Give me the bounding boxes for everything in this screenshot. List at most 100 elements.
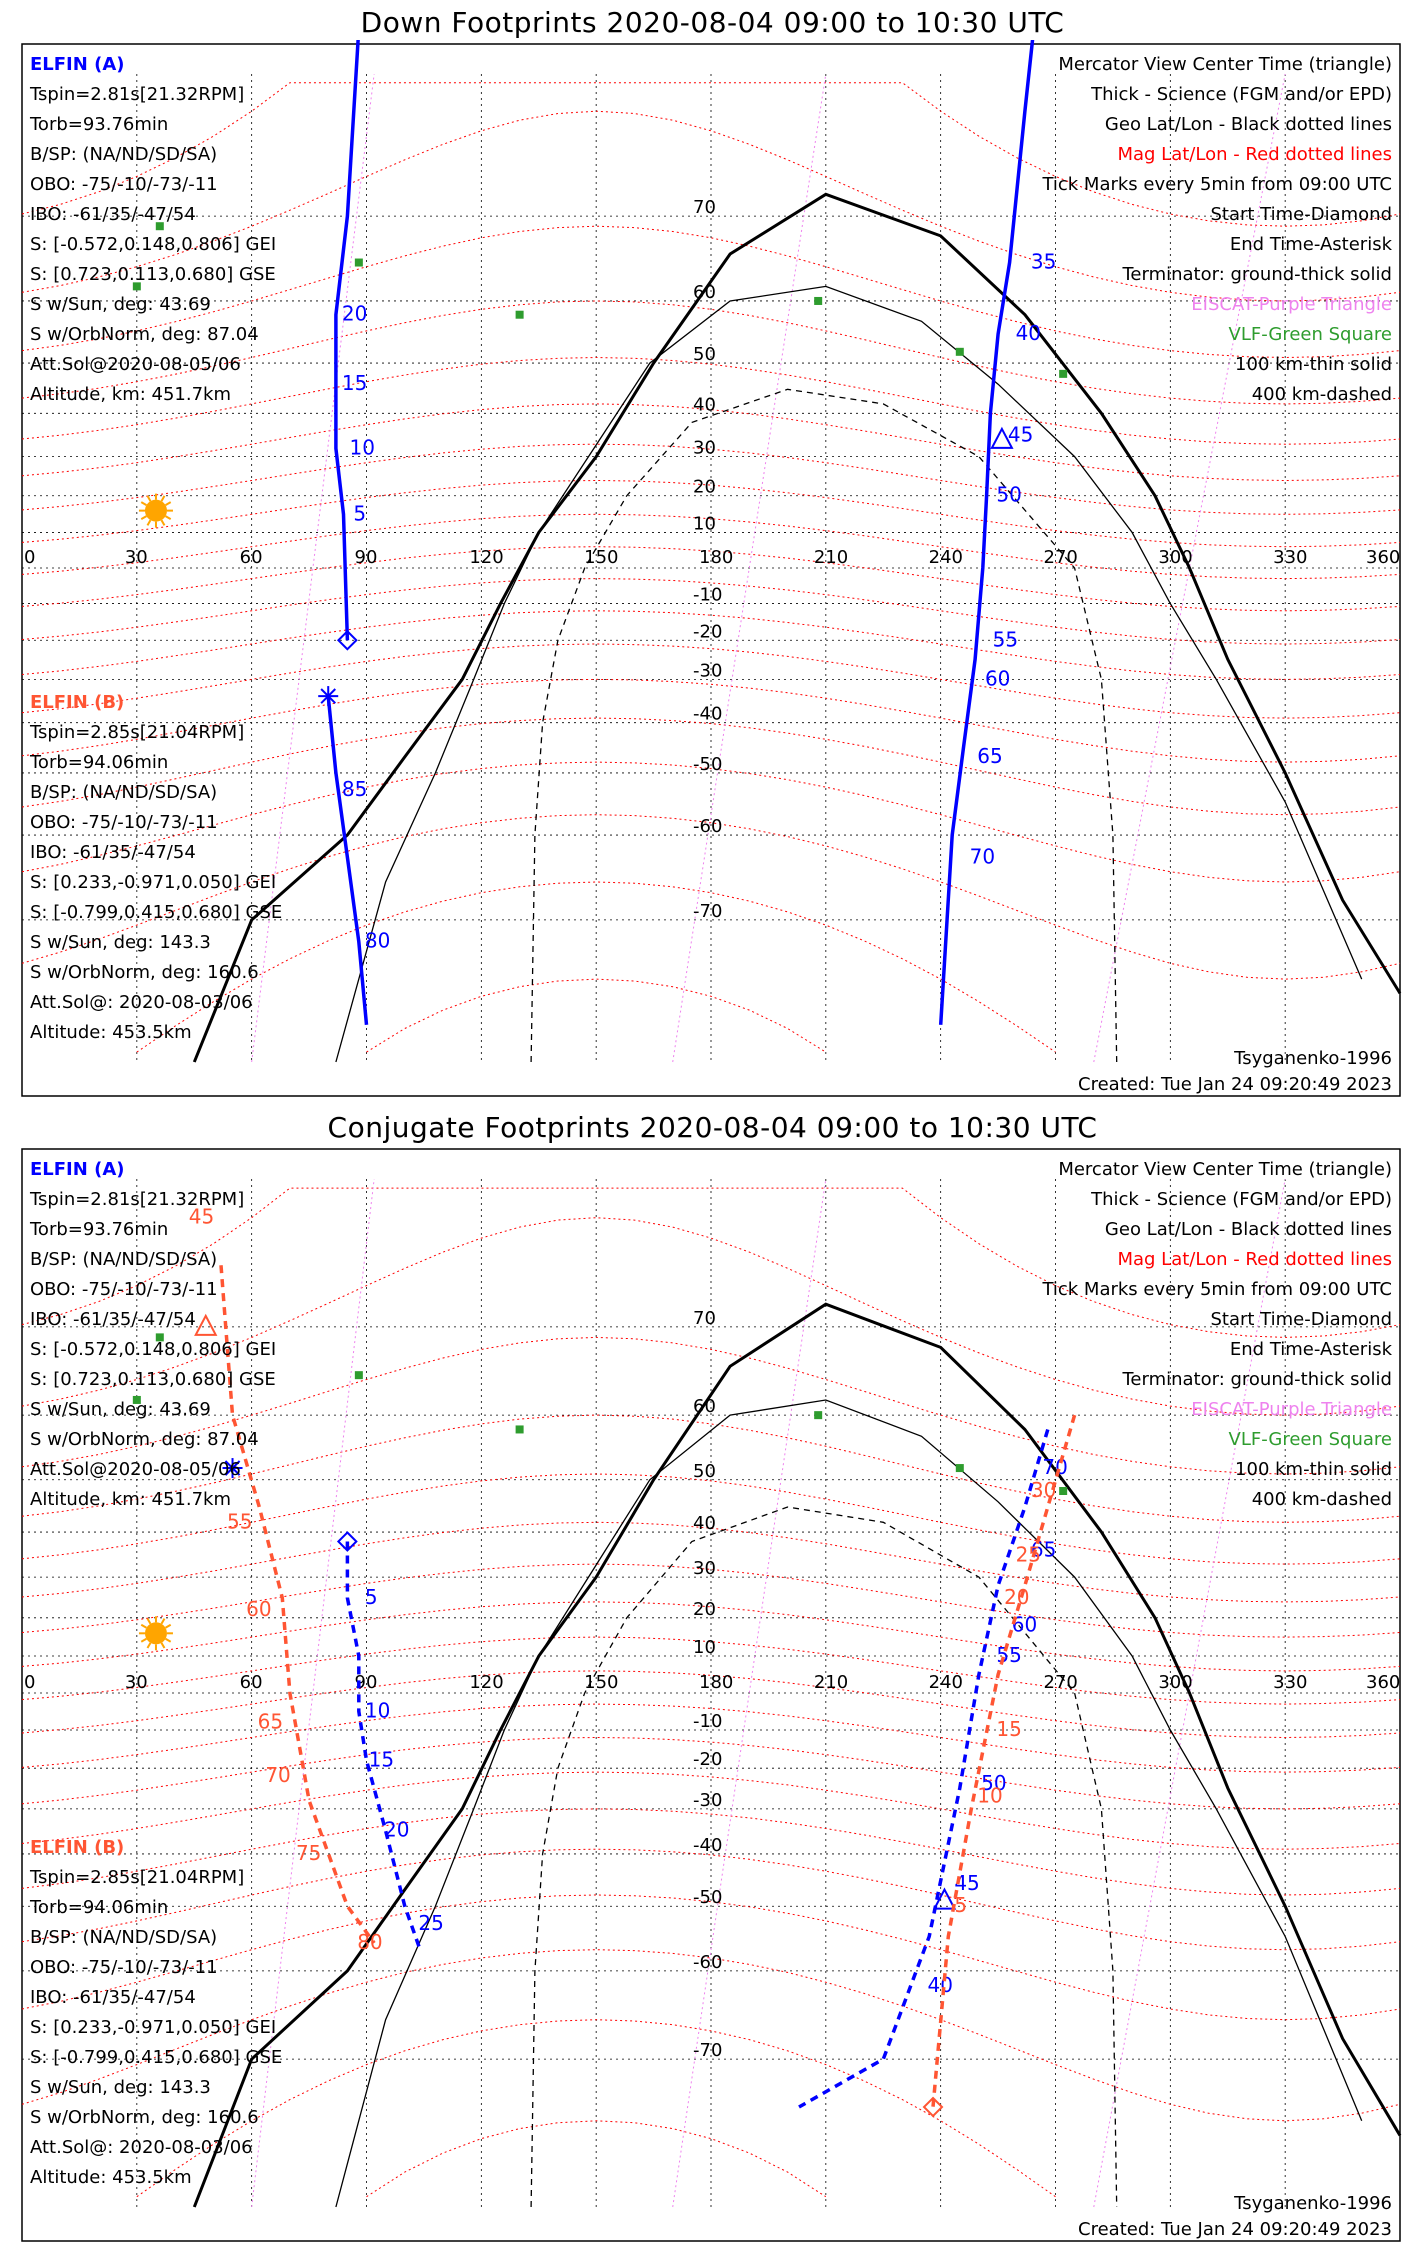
mag-parallel <box>21 1848 1401 1951</box>
sat-a-param: S: [-0.572,0.148,0.806] GEI <box>30 1339 276 1360</box>
x-tick-label: 300 <box>1158 547 1192 568</box>
vlf-station-marker <box>814 1411 823 1420</box>
y-tick-label: -30 <box>693 660 722 681</box>
mag-parallel <box>21 1736 1401 1810</box>
x-tick-label: 240 <box>929 547 963 568</box>
x-tick-label: 240 <box>929 1672 963 1693</box>
mag-parallel <box>21 1636 1401 1705</box>
info-sat-a: ELFIN (A) Tspin=2.81s[21.32RPM] Torb=93.76… <box>29 54 276 405</box>
x-tick-label: 120 <box>469 547 503 568</box>
sat-b-param: Torb=94.06min <box>29 752 168 773</box>
mag-grid <box>21 1178 1401 2208</box>
mag-parallel <box>21 578 1401 645</box>
mag-parallel <box>21 110 1401 302</box>
footprint-track <box>931 1414 1077 2108</box>
mag-parallel <box>21 610 1401 680</box>
sun-marker <box>144 1622 167 1645</box>
mag-parallel <box>21 513 1401 580</box>
sat-a-param: S w/Sun, deg: 43.69 <box>30 1399 211 1420</box>
vlf-station-marker <box>155 1333 164 1342</box>
info-sat-b: ELFIN (B) Tspin=2.85s[21.04RPM] Torb=94.06… <box>29 692 282 1043</box>
x-tick-label: 360 <box>1366 547 1400 568</box>
x-tick-label: 60 <box>240 547 263 568</box>
legend-entry: Terminator: ground-thick solid <box>1121 264 1392 285</box>
y-tick-label: 20 <box>693 477 716 498</box>
vlf-station-marker <box>354 1371 363 1380</box>
sat-a-param: Att.Sol@2020-08-05/06 <box>30 1459 241 1480</box>
sun-ray <box>160 495 166 502</box>
sun-marker <box>144 499 167 522</box>
track-time-label: 25 <box>418 1911 443 1935</box>
vlf-station-marker <box>132 282 141 291</box>
track-time-label: 65 <box>258 1710 283 1734</box>
legend: Mercator View Center Time (triangle) Thic… <box>1041 1159 1392 1510</box>
sat-b-name: ELFIN (B) <box>30 1837 124 1858</box>
x-tick-label: 300 <box>1158 1672 1192 1693</box>
sat-b-param: Altitude: 453.5km <box>30 2167 192 2188</box>
terminator-100km <box>335 1399 1363 2208</box>
track-time-label: 5 <box>954 1893 967 1917</box>
mag-meridian <box>1093 1178 1286 2208</box>
sat-a-param: Tspin=2.81s[21.32RPM] <box>29 84 244 105</box>
mag-parallel <box>21 1187 1401 1338</box>
info-sat-a: ELFIN (A) Tspin=2.81s[21.32RPM] Torb=93.76… <box>29 1159 276 1510</box>
model-label: Tsyganenko-1996 <box>1233 2193 1392 2214</box>
vlf-station-marker <box>955 1464 964 1473</box>
footprint-track <box>326 695 369 1025</box>
footprint-track <box>938 40 1035 1025</box>
track-time-label: 10 <box>350 435 375 459</box>
sat-a-param: B/SP: (NA/ND/SD/SA) <box>30 144 217 165</box>
legend-entry: VLF-Green Square <box>1229 324 1392 345</box>
legend-entry: Terminator: ground-thick solid <box>1121 1369 1392 1390</box>
mag-parallel <box>21 479 1401 548</box>
legend: Mercator View Center Time (triangle) Thic… <box>1041 54 1392 405</box>
track-time-label: 80 <box>357 1930 382 1954</box>
x-tick-label: 270 <box>1044 1672 1078 1693</box>
track-time-label: 45 <box>189 1205 214 1229</box>
y-tick-label: 30 <box>693 1558 716 1579</box>
y-tick-label: -20 <box>693 1749 722 1770</box>
sat-a-param: S: [0.723,0.113,0.680] GSE <box>30 1369 276 1390</box>
track-time-label: 70 <box>970 844 995 868</box>
mag-parallel <box>21 1563 1401 1638</box>
vlf-station-marker <box>132 1395 141 1404</box>
y-tick-label: 50 <box>693 1461 716 1482</box>
legend-entry: 100 km-thin solid <box>1235 354 1392 375</box>
track-time-label: 55 <box>227 1509 252 1533</box>
track-time-label: 50 <box>981 1771 1006 1795</box>
y-tick-label: 50 <box>693 344 716 365</box>
sun-ray <box>146 1642 152 1649</box>
y-tick-label: -70 <box>693 901 722 922</box>
sun-ray <box>140 501 147 506</box>
x-tick-label: 60 <box>240 1672 263 1693</box>
sun-ray <box>164 1637 172 1643</box>
x-tick-label: 210 <box>814 547 848 568</box>
sun-ray <box>160 1618 166 1625</box>
sat-a-param: S: [0.723,0.113,0.680] GSE <box>30 264 276 285</box>
mag-parallel <box>136 2019 1056 2198</box>
legend-entry: EISCAT-Purple Triangle <box>1191 1399 1392 1420</box>
x-tick-label: 0 <box>24 547 35 568</box>
center-time-triangle <box>194 1313 218 1336</box>
sun-ray <box>146 1618 152 1625</box>
info-sat-b: ELFIN (B) Tspin=2.85s[21.04RPM] Torb=94.06… <box>29 1837 282 2188</box>
sat-b-name: ELFIN (B) <box>30 692 124 713</box>
sat-a-param: IBO: -61/35/-47/54 <box>30 1309 196 1330</box>
legend-entry: Start Time-Diamond <box>1210 204 1392 225</box>
y-tick-label: -40 <box>693 704 722 725</box>
track-time-label: 15 <box>996 1717 1021 1741</box>
legend-entry: 100 km-thin solid <box>1235 1459 1392 1480</box>
legend-entry: Tick Marks every 5min from 09:00 UTC <box>1041 1279 1392 1300</box>
y-tick-label: 20 <box>693 1599 716 1620</box>
legend-entry: Thick - Science (FGM and/or EPD) <box>1090 84 1392 105</box>
track-time-label: 20 <box>1004 1585 1029 1609</box>
sat-b-param: Tspin=2.85s[21.04RPM] <box>29 1867 244 1888</box>
legend-entry: End Time-Asterisk <box>1230 234 1393 255</box>
sat-a-param: OBO: -75/-10/-73/-11 <box>30 1279 218 1300</box>
vlf-station-marker <box>1059 1486 1068 1495</box>
track-time-label: 60 <box>1012 1613 1037 1637</box>
mag-parallel <box>136 881 1056 1053</box>
mag-meridian <box>251 73 375 1063</box>
mag-parallel <box>21 300 1401 405</box>
legend-entry: VLF-Green Square <box>1229 1429 1392 1450</box>
